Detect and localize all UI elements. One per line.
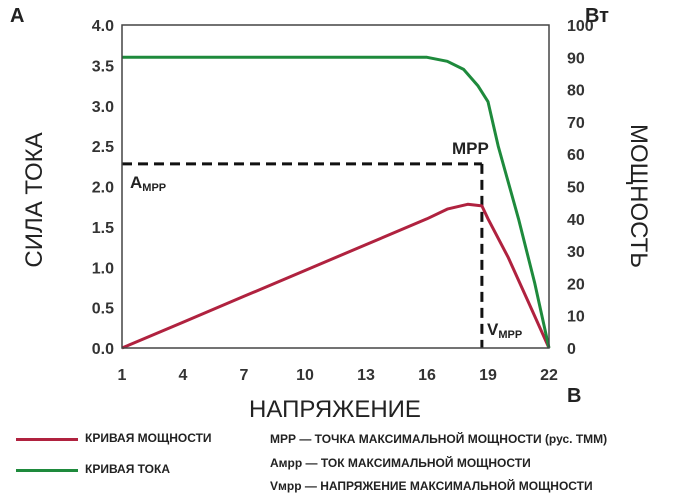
y-right-axis-title: МОЩНОСТЬ bbox=[625, 124, 652, 268]
plot-frame bbox=[121, 24, 550, 349]
x-tick-label: 1 bbox=[118, 367, 127, 384]
a-mpp-letter: A bbox=[130, 173, 142, 192]
mpp-label: MPP bbox=[452, 139, 489, 158]
right-tick-label: 80 bbox=[567, 83, 585, 100]
left-axis-ticks: 0.0 0.5 1.0 1.5 2.0 2.5 3.0 3.5 4.0 bbox=[92, 18, 114, 358]
legend-power-label: КРИВАЯ МОЩНОСТИ bbox=[85, 431, 212, 445]
right-tick-label: 100 bbox=[567, 18, 594, 35]
x-tick-label: 16 bbox=[418, 367, 436, 384]
left-tick-label: 3.5 bbox=[92, 58, 114, 75]
left-tick-label: 0.5 bbox=[92, 301, 114, 318]
left-tick-label: 2.5 bbox=[92, 139, 114, 156]
left-tick-label: 2.0 bbox=[92, 180, 114, 197]
unit-x-label: В bbox=[567, 385, 581, 407]
left-tick-label: 3.0 bbox=[92, 99, 114, 116]
x-tick-label: 22 bbox=[540, 367, 558, 384]
right-tick-label: 10 bbox=[567, 309, 585, 326]
mpp-guides bbox=[122, 162, 484, 348]
x-tick-label: 19 bbox=[479, 367, 497, 384]
left-tick-label: 4.0 bbox=[92, 18, 114, 35]
a-mpp-label: AMPP bbox=[130, 173, 166, 194]
y-left-axis-title: СИЛА ТОКА bbox=[21, 132, 48, 267]
legend-note-ampp: Aмрр — ТОК МАКСИМАЛЬНОЙ МОЩНОСТИ bbox=[270, 456, 531, 470]
v-mpp-letter: V bbox=[487, 320, 499, 339]
right-tick-label: 40 bbox=[567, 212, 585, 229]
unit-right-label: Вт bbox=[585, 5, 609, 27]
right-tick-label: 90 bbox=[567, 50, 585, 67]
v-mpp-label: VMPP bbox=[487, 320, 522, 341]
legend-current-label: КРИВАЯ ТОКА bbox=[85, 462, 171, 476]
right-tick-label: 0 bbox=[567, 341, 576, 358]
current-curve-line bbox=[122, 55, 551, 349]
x-tick-label: 4 bbox=[179, 367, 188, 384]
a-mpp-sub: MPP bbox=[142, 182, 166, 194]
left-tick-label: 0.0 bbox=[92, 341, 114, 358]
right-tick-label: 20 bbox=[567, 276, 585, 293]
right-axis-ticks: 0 10 20 30 40 50 60 70 80 90 100 bbox=[567, 18, 594, 358]
x-axis-title: НАПРЯЖЕНИЕ bbox=[249, 396, 421, 423]
x-tick-label: 13 bbox=[357, 367, 375, 384]
right-tick-label: 70 bbox=[567, 115, 585, 132]
right-tick-label: 50 bbox=[567, 180, 585, 197]
legend-power-swatch bbox=[16, 438, 78, 441]
x-axis-ticks: 1 4 7 10 13 16 19 22 bbox=[118, 367, 558, 384]
left-tick-label: 1.0 bbox=[92, 260, 114, 277]
v-mpp-sub: MPP bbox=[498, 329, 522, 341]
left-tick-label: 1.5 bbox=[92, 220, 114, 237]
power-curve-line bbox=[121, 202, 551, 350]
series-lines bbox=[121, 55, 551, 350]
legend-current-swatch bbox=[16, 469, 78, 472]
right-tick-label: 30 bbox=[567, 244, 585, 261]
right-tick-label: 60 bbox=[567, 147, 585, 164]
x-tick-label: 10 bbox=[296, 367, 314, 384]
unit-left-label: А bbox=[10, 5, 24, 27]
x-tick-label: 7 bbox=[240, 367, 249, 384]
legend-note-mpp: МРР — ТОЧКА МАКСИМАЛЬНОЙ МОЩНОСТИ (рус. … bbox=[270, 432, 608, 446]
legend-note-vmpp: Vмрр — НАПРЯЖЕНИЕ МАКСИМАЛЬНОЙ МОЩНОСТИ bbox=[270, 479, 593, 493]
